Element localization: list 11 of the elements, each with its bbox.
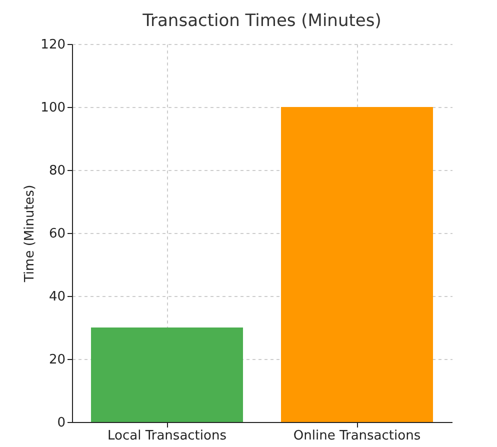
y-tick-label: 20 bbox=[48, 352, 66, 368]
y-tick-label: 40 bbox=[48, 290, 66, 304]
y-tick-label: 100 bbox=[40, 100, 66, 116]
x-tick-label: Online Transactions bbox=[293, 428, 421, 444]
x-tick-label: Local Transactions bbox=[108, 428, 227, 444]
chart-title: Transaction Times (Minutes) bbox=[142, 11, 382, 31]
y-tick-label: 120 bbox=[40, 38, 66, 52]
y-tick-label: 60 bbox=[48, 226, 66, 242]
y-tick-label: 80 bbox=[48, 164, 66, 178]
y-axis-title: Time (Minutes) bbox=[22, 184, 38, 284]
y-tick-label: 0 bbox=[57, 416, 66, 430]
